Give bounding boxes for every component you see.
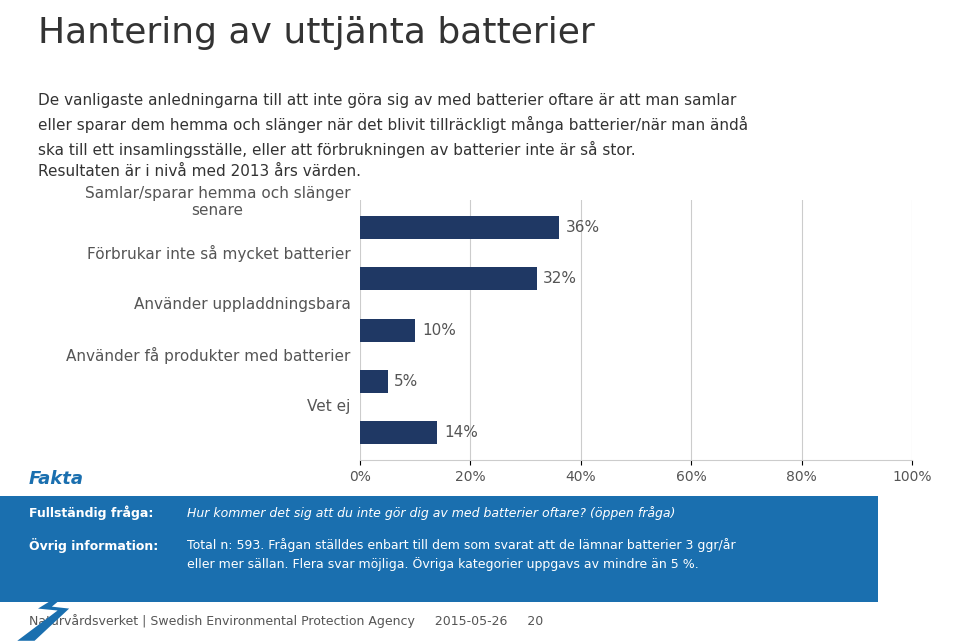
Text: Övrig information:: Övrig information: [29,538,158,553]
Text: Hur kommer det sig att du inte gör dig av med batterier oftare? (öppen fråga): Hur kommer det sig att du inte gör dig a… [187,506,676,520]
Text: Fakta: Fakta [29,470,84,488]
Text: Naturvårdsverket | Swedish Environmental Protection Agency     2015-05-26     20: Naturvårdsverket | Swedish Environmental… [29,614,543,628]
Text: Förbrukar inte så mycket batterier: Förbrukar inte så mycket batterier [86,245,350,262]
Text: 14%: 14% [444,425,478,440]
Text: Total n: 593. Frågan ställdes enbart till dem som svarat att de lämnar batterier: Total n: 593. Frågan ställdes enbart til… [187,538,735,571]
Bar [360,421,437,444]
Text: 5%: 5% [395,374,419,389]
Text: Använder uppladdningsbara: Använder uppladdningsbara [133,297,350,312]
Bar [360,370,388,393]
Bar [360,319,415,341]
Bar [360,216,559,240]
Polygon shape [17,581,83,641]
Text: Hantering av uttjänta batterier: Hantering av uttjänta batterier [38,16,595,50]
Text: Fullständig fråga:: Fullständig fråga: [29,506,154,520]
Text: 32%: 32% [543,271,577,287]
Text: 10%: 10% [421,323,456,337]
Text: 36%: 36% [565,220,599,235]
Bar [360,267,537,290]
Text: Vet ej: Vet ej [307,399,350,414]
Text: De vanligaste anledningarna till att inte göra sig av med batterier oftare är at: De vanligaste anledningarna till att int… [38,93,749,180]
Text: Använder få produkter med batterier: Använder få produkter med batterier [66,347,350,364]
Text: Samlar/sparar hemma och slänger
senare: Samlar/sparar hemma och slänger senare [84,186,350,218]
